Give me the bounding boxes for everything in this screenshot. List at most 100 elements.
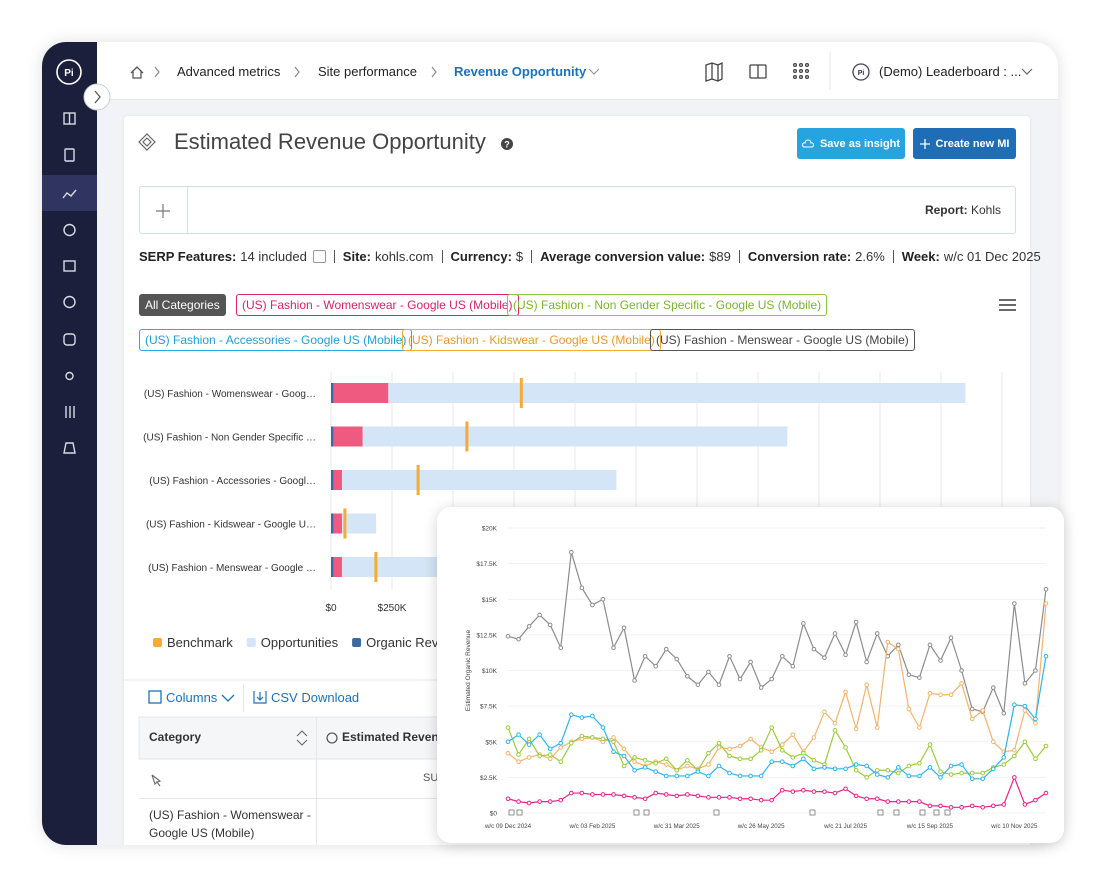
- data-point: [517, 760, 521, 764]
- y-tick-label: $0: [490, 811, 498, 818]
- data-point: [918, 676, 922, 680]
- data-point: [633, 756, 637, 760]
- y-tick-label: $10K: [482, 668, 498, 675]
- data-point: [780, 743, 784, 747]
- data-point: [939, 776, 943, 780]
- data-point: [770, 677, 774, 681]
- data-point: [1002, 756, 1006, 760]
- data-point: [580, 791, 584, 795]
- data-point: [1034, 757, 1038, 761]
- data-point: [960, 771, 964, 775]
- data-point: [548, 800, 552, 804]
- y-tick-label: $20K: [482, 526, 498, 533]
- data-point: [1002, 711, 1006, 715]
- data-point: [865, 797, 869, 801]
- data-point: [717, 683, 721, 687]
- data-point: [717, 764, 721, 768]
- data-point: [559, 646, 563, 650]
- data-point: [812, 767, 816, 771]
- data-point: [749, 660, 753, 664]
- data-point: [738, 757, 742, 761]
- data-point: [633, 796, 637, 800]
- data-point: [696, 770, 700, 774]
- data-point: [970, 777, 974, 781]
- data-point: [875, 768, 879, 772]
- data-point: [854, 620, 858, 624]
- data-point: [664, 757, 668, 761]
- data-point: [981, 771, 985, 775]
- data-point: [643, 758, 647, 762]
- data-point: [844, 746, 848, 750]
- data-point: [548, 757, 552, 761]
- data-point: [517, 800, 521, 804]
- data-point: [517, 637, 521, 641]
- data-point: [612, 740, 616, 744]
- data-point: [991, 804, 995, 808]
- data-point: [780, 749, 784, 753]
- data-point: [527, 743, 531, 747]
- data-point: [506, 635, 510, 639]
- data-point: [1013, 749, 1017, 753]
- data-point: [780, 788, 784, 792]
- data-point: [686, 674, 690, 678]
- data-point: [907, 673, 911, 677]
- data-point: [960, 669, 964, 673]
- data-point: [791, 733, 795, 737]
- data-point: [1044, 744, 1048, 748]
- data-point: [707, 670, 711, 674]
- data-point: [833, 632, 837, 636]
- data-point: [538, 754, 542, 758]
- data-point: [517, 753, 521, 757]
- data-point: [970, 771, 974, 775]
- data-point: [738, 774, 742, 778]
- data-point: [643, 797, 647, 801]
- data-point: [686, 758, 690, 762]
- data-point: [580, 734, 584, 738]
- data-point: [548, 623, 552, 627]
- data-point: [1013, 703, 1017, 707]
- data-point: [559, 746, 563, 750]
- data-point: [1002, 803, 1006, 807]
- data-point: [622, 764, 626, 768]
- data-point: [580, 716, 584, 720]
- data-point: [559, 798, 563, 802]
- data-point: [612, 793, 616, 797]
- data-point: [970, 804, 974, 808]
- data-point: [696, 683, 700, 687]
- data-point: [854, 763, 858, 767]
- data-point: [707, 796, 711, 800]
- data-point: [664, 793, 668, 797]
- data-point: [749, 774, 753, 778]
- data-point: [949, 806, 953, 810]
- data-point: [970, 717, 974, 721]
- data-point: [823, 710, 827, 714]
- data-point: [717, 741, 721, 745]
- data-point: [886, 768, 890, 772]
- data-point: [802, 757, 806, 761]
- data-point: [875, 632, 879, 636]
- data-point: [833, 729, 837, 733]
- data-point: [991, 767, 995, 771]
- data-point: [981, 709, 985, 713]
- data-point: [591, 603, 595, 607]
- data-point: [823, 656, 827, 660]
- data-point: [654, 791, 658, 795]
- data-point: [791, 790, 795, 794]
- data-point: [548, 753, 552, 757]
- data-point: [749, 757, 753, 761]
- data-point: [897, 643, 901, 647]
- data-point: [918, 726, 922, 730]
- data-point: [802, 622, 806, 626]
- data-point: [538, 613, 542, 617]
- data-point: [812, 790, 816, 794]
- data-point: [897, 800, 901, 804]
- y-tick-label: $12.5K: [476, 632, 497, 639]
- data-point: [569, 550, 573, 554]
- data-point: [844, 653, 848, 657]
- data-point: [759, 749, 763, 753]
- data-point: [728, 654, 732, 658]
- data-point: [823, 766, 827, 770]
- y-tick-label: $2.5K: [480, 775, 498, 782]
- data-point: [844, 767, 848, 771]
